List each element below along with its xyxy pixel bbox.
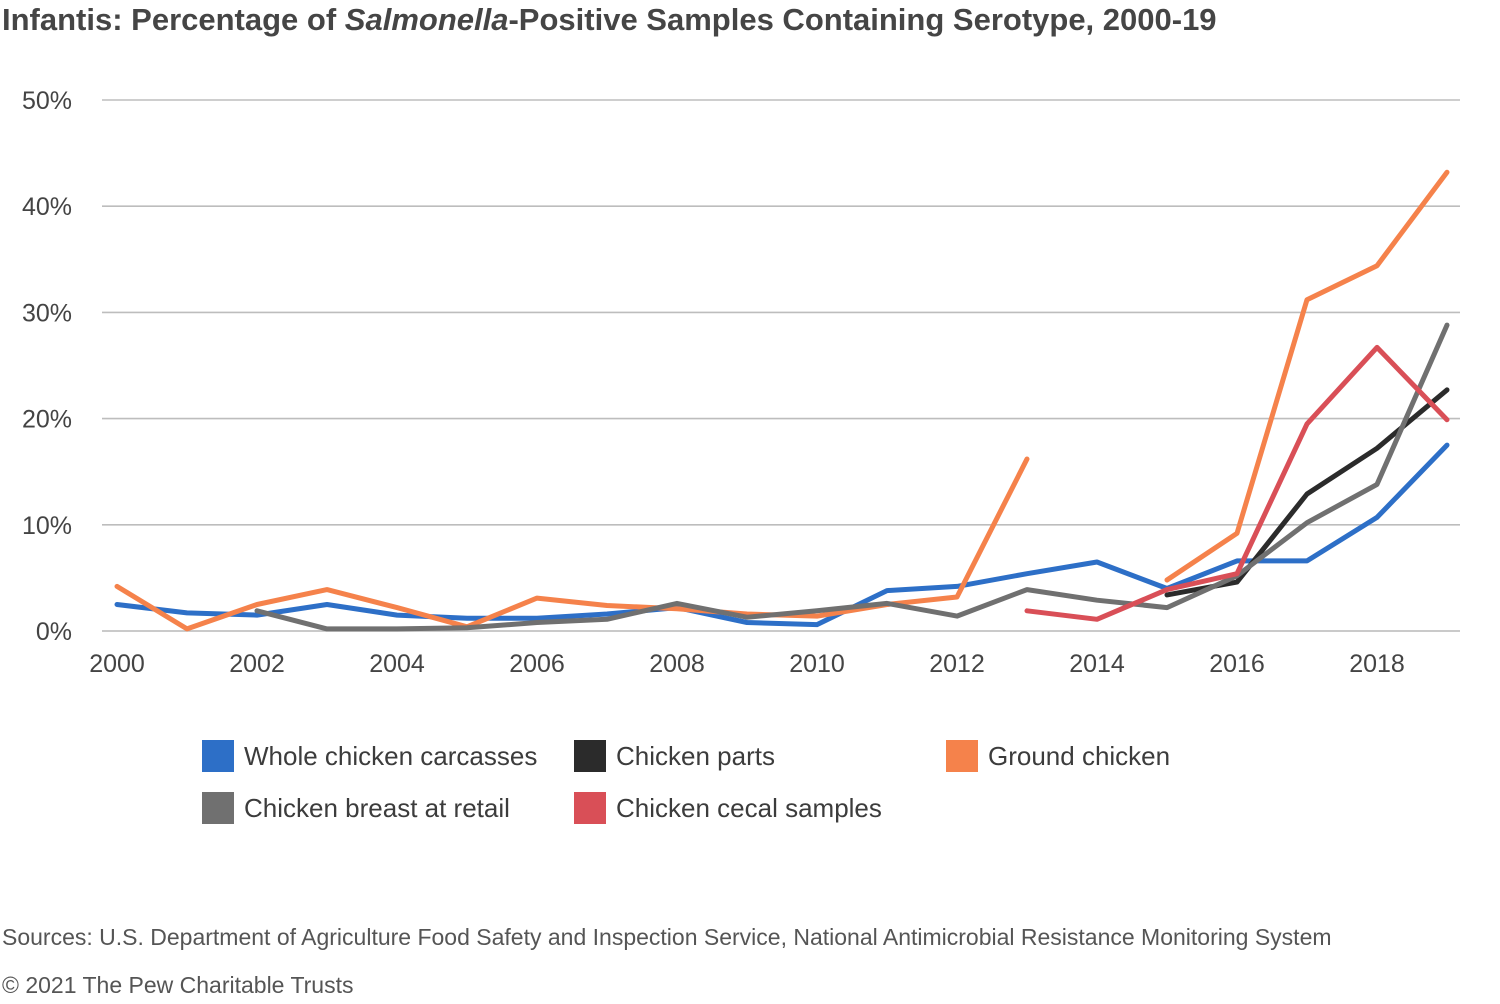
source-note: Sources: U.S. Department of Agriculture … <box>2 924 1332 950</box>
x-tick-label: 2008 <box>649 650 705 678</box>
legend-label: Chicken breast at retail <box>244 792 510 823</box>
x-tick-label: 2006 <box>509 650 565 678</box>
x-tick-label: 2002 <box>229 650 285 678</box>
x-tick-label: 2004 <box>369 650 425 678</box>
legend-item: Chicken breast at retail <box>202 792 510 824</box>
legend-item: Ground chicken <box>946 740 1170 772</box>
legend-swatch <box>574 740 606 772</box>
title-prefix: Infantis: Percentage of <box>2 2 345 37</box>
y-tick-label: 10% <box>22 512 72 540</box>
legend-label: Chicken cecal samples <box>616 792 882 823</box>
legend-label: Whole chicken carcasses <box>244 740 538 771</box>
grid-lines <box>102 99 1460 632</box>
chart-title: Infantis: Percentage of Salmonella-Posit… <box>2 2 1217 38</box>
y-tick-label: 20% <box>22 406 72 434</box>
series-line-chicken-cecal-samples <box>1024 344 1450 622</box>
legend-item: Chicken parts <box>574 740 775 772</box>
y-tick-label: 0% <box>36 618 72 646</box>
series-lines <box>114 169 1450 632</box>
y-tick-label: 30% <box>22 299 72 327</box>
legend-swatch <box>202 792 234 824</box>
legend-swatch <box>574 792 606 824</box>
x-tick-label: 2012 <box>929 650 985 678</box>
y-tick-label: 50% <box>22 87 72 115</box>
legend-swatch <box>202 740 234 772</box>
legend-swatch <box>946 740 978 772</box>
x-tick-label: 2014 <box>1069 650 1125 678</box>
series-line-chicken-breast-at-retail <box>254 322 1450 632</box>
series-line-whole-chicken-carcasses <box>114 442 1450 628</box>
x-tick-label: 2018 <box>1349 650 1405 678</box>
copyright-note: © 2021 The Pew Charitable Trusts <box>2 972 354 998</box>
y-tick-label: 40% <box>22 193 72 221</box>
legend-item: Chicken cecal samples <box>574 792 882 824</box>
title-suffix: -Positive Samples Containing Serotype, 2… <box>508 2 1217 37</box>
legend-label: Chicken parts <box>616 740 775 771</box>
legend-item: Whole chicken carcasses <box>202 740 537 772</box>
title-italic: Salmonella <box>344 2 509 37</box>
legend-label: Ground chicken <box>988 740 1171 771</box>
x-axis-ticks: 2000 2002 2004 2006 2008 2010 2012 2014 2016 2018 <box>89 650 1405 678</box>
y-axis-ticks: 0% 10% 20% 30% 40% 50% <box>22 87 72 646</box>
line-chart: 0%10%20%30%40%50% 2000 2002 2004 2006 2008 20… <box>22 87 1460 678</box>
x-tick-label: 2000 <box>89 650 145 678</box>
x-tick-label: 2010 <box>789 650 845 678</box>
x-tick-label: 2016 <box>1209 650 1265 678</box>
